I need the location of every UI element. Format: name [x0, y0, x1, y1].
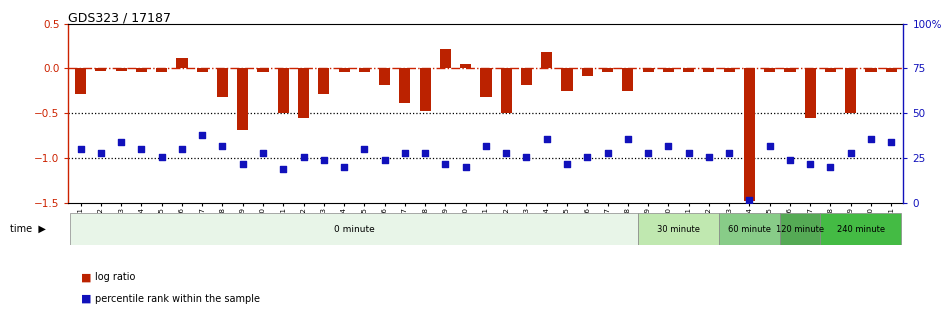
Bar — [663, 69, 674, 72]
Bar — [278, 69, 289, 114]
Bar — [460, 64, 472, 69]
Point — [337, 165, 352, 170]
Bar — [764, 69, 775, 72]
Bar — [724, 69, 735, 72]
Bar — [298, 69, 309, 118]
Bar — [399, 69, 411, 102]
Point — [864, 136, 879, 141]
Bar — [561, 69, 573, 91]
Bar — [217, 69, 228, 97]
Point — [458, 165, 474, 170]
Bar — [825, 69, 836, 72]
Bar — [845, 69, 856, 114]
Point — [742, 197, 757, 202]
Point — [296, 154, 311, 159]
Text: 60 minute: 60 minute — [728, 225, 771, 234]
Bar — [359, 69, 370, 72]
Bar — [780, 213, 821, 245]
Point — [235, 161, 250, 166]
Point — [276, 166, 291, 172]
Point — [823, 165, 838, 170]
Point — [357, 147, 372, 152]
Text: 30 minute: 30 minute — [657, 225, 700, 234]
Point — [783, 158, 798, 163]
Text: ■: ■ — [81, 272, 91, 282]
Bar — [643, 69, 653, 72]
Point — [134, 147, 149, 152]
Point — [803, 161, 818, 166]
Point — [317, 158, 332, 163]
Bar — [258, 69, 268, 72]
Text: 120 minute: 120 minute — [776, 225, 825, 234]
Point — [113, 139, 128, 145]
Bar — [156, 69, 167, 72]
Point — [478, 143, 494, 149]
Bar — [339, 69, 350, 72]
Bar — [885, 69, 897, 72]
Bar — [622, 69, 633, 91]
Point — [661, 143, 676, 149]
Point — [559, 161, 574, 166]
Bar — [805, 69, 816, 118]
Point — [195, 132, 210, 138]
Bar — [500, 69, 512, 114]
Bar — [319, 69, 329, 94]
Point — [580, 154, 595, 159]
Point — [519, 154, 534, 159]
Point — [883, 139, 899, 145]
Point — [600, 150, 615, 156]
Bar — [704, 69, 714, 72]
Text: percentile rank within the sample: percentile rank within the sample — [95, 294, 261, 304]
Bar — [719, 213, 780, 245]
Bar — [683, 69, 694, 72]
Bar — [197, 69, 208, 72]
Bar — [95, 69, 107, 71]
Point — [640, 150, 655, 156]
Bar — [541, 52, 553, 69]
Point — [377, 158, 392, 163]
Text: 0 minute: 0 minute — [334, 225, 375, 234]
Point — [417, 150, 433, 156]
Point — [681, 150, 696, 156]
Bar — [602, 69, 613, 72]
Bar — [440, 49, 451, 69]
Bar — [744, 69, 755, 202]
Bar — [136, 69, 147, 72]
Text: 240 minute: 240 minute — [837, 225, 885, 234]
Text: log ratio: log ratio — [95, 272, 135, 282]
Bar — [821, 213, 902, 245]
Bar — [176, 58, 187, 69]
Point — [73, 147, 88, 152]
Point — [93, 150, 108, 156]
Bar — [785, 69, 796, 72]
Point — [154, 154, 169, 159]
Point — [437, 161, 453, 166]
Bar — [419, 69, 431, 111]
Bar — [521, 69, 532, 85]
Point — [844, 150, 859, 156]
Point — [722, 150, 737, 156]
Point — [762, 143, 777, 149]
Text: ■: ■ — [81, 294, 91, 304]
Bar — [638, 213, 719, 245]
Point — [539, 136, 554, 141]
Text: time  ▶: time ▶ — [10, 224, 46, 234]
Bar — [116, 69, 126, 71]
Point — [620, 136, 635, 141]
Bar — [480, 69, 492, 97]
Point — [215, 143, 230, 149]
Point — [174, 147, 189, 152]
Bar — [70, 213, 638, 245]
Bar — [379, 69, 390, 85]
Point — [498, 150, 514, 156]
Bar — [865, 69, 877, 72]
Text: GDS323 / 17187: GDS323 / 17187 — [68, 12, 171, 25]
Point — [398, 150, 413, 156]
Bar — [237, 69, 248, 130]
Bar — [75, 69, 87, 94]
Point — [256, 150, 271, 156]
Point — [701, 154, 716, 159]
Bar — [582, 69, 592, 76]
